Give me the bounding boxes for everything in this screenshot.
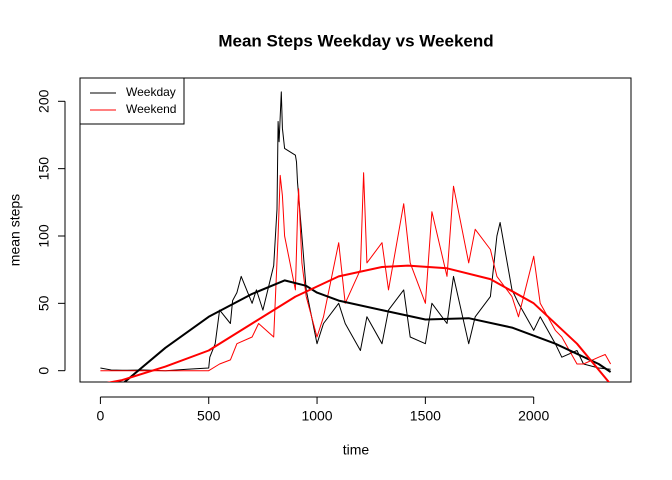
- x-tick-label: 500: [197, 408, 221, 424]
- chart-title: Mean Steps Weekday vs Weekend: [218, 31, 493, 50]
- x-tick-label: 1000: [301, 408, 332, 424]
- x-axis-label: time: [343, 442, 370, 458]
- series-line: [106, 264, 611, 382]
- y-tick-label: 50: [36, 295, 52, 311]
- legend-box: [79, 77, 185, 125]
- y-tick-label: 100: [36, 224, 52, 248]
- x-tick-label: 2000: [518, 408, 549, 424]
- series-line: [100, 91, 611, 372]
- y-tick-label: 0: [36, 367, 52, 375]
- x-tick-label: 0: [97, 408, 105, 424]
- y-axis-label: mean steps: [7, 194, 23, 266]
- series-line: [123, 279, 612, 382]
- legend-label: Weekday: [126, 85, 176, 99]
- x-tick-label: 1500: [410, 408, 441, 424]
- legend-label: Weekend: [126, 102, 176, 116]
- y-tick-label: 150: [36, 157, 52, 181]
- y-tick-label: 200: [36, 89, 52, 113]
- series-line: [100, 172, 612, 372]
- plot-frame: [79, 77, 632, 383]
- plot-area: [100, 91, 612, 382]
